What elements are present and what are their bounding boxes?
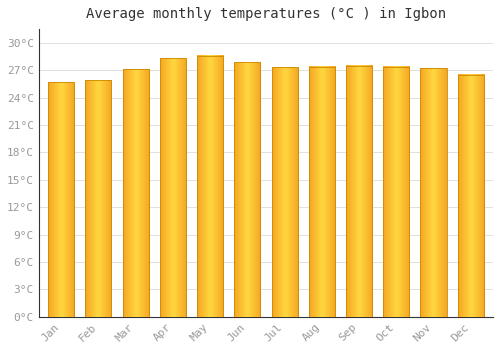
Title: Average monthly temperatures (°C ) in Igbon: Average monthly temperatures (°C ) in Ig… xyxy=(86,7,446,21)
Bar xyxy=(48,82,74,317)
Bar xyxy=(308,66,335,317)
Bar xyxy=(458,75,483,317)
Bar xyxy=(383,66,409,317)
Bar xyxy=(420,68,446,317)
Bar xyxy=(197,56,223,317)
Bar xyxy=(234,62,260,317)
Bar xyxy=(346,65,372,317)
Bar xyxy=(86,80,112,317)
Bar xyxy=(122,69,148,317)
Bar xyxy=(160,58,186,317)
Bar xyxy=(272,68,297,317)
